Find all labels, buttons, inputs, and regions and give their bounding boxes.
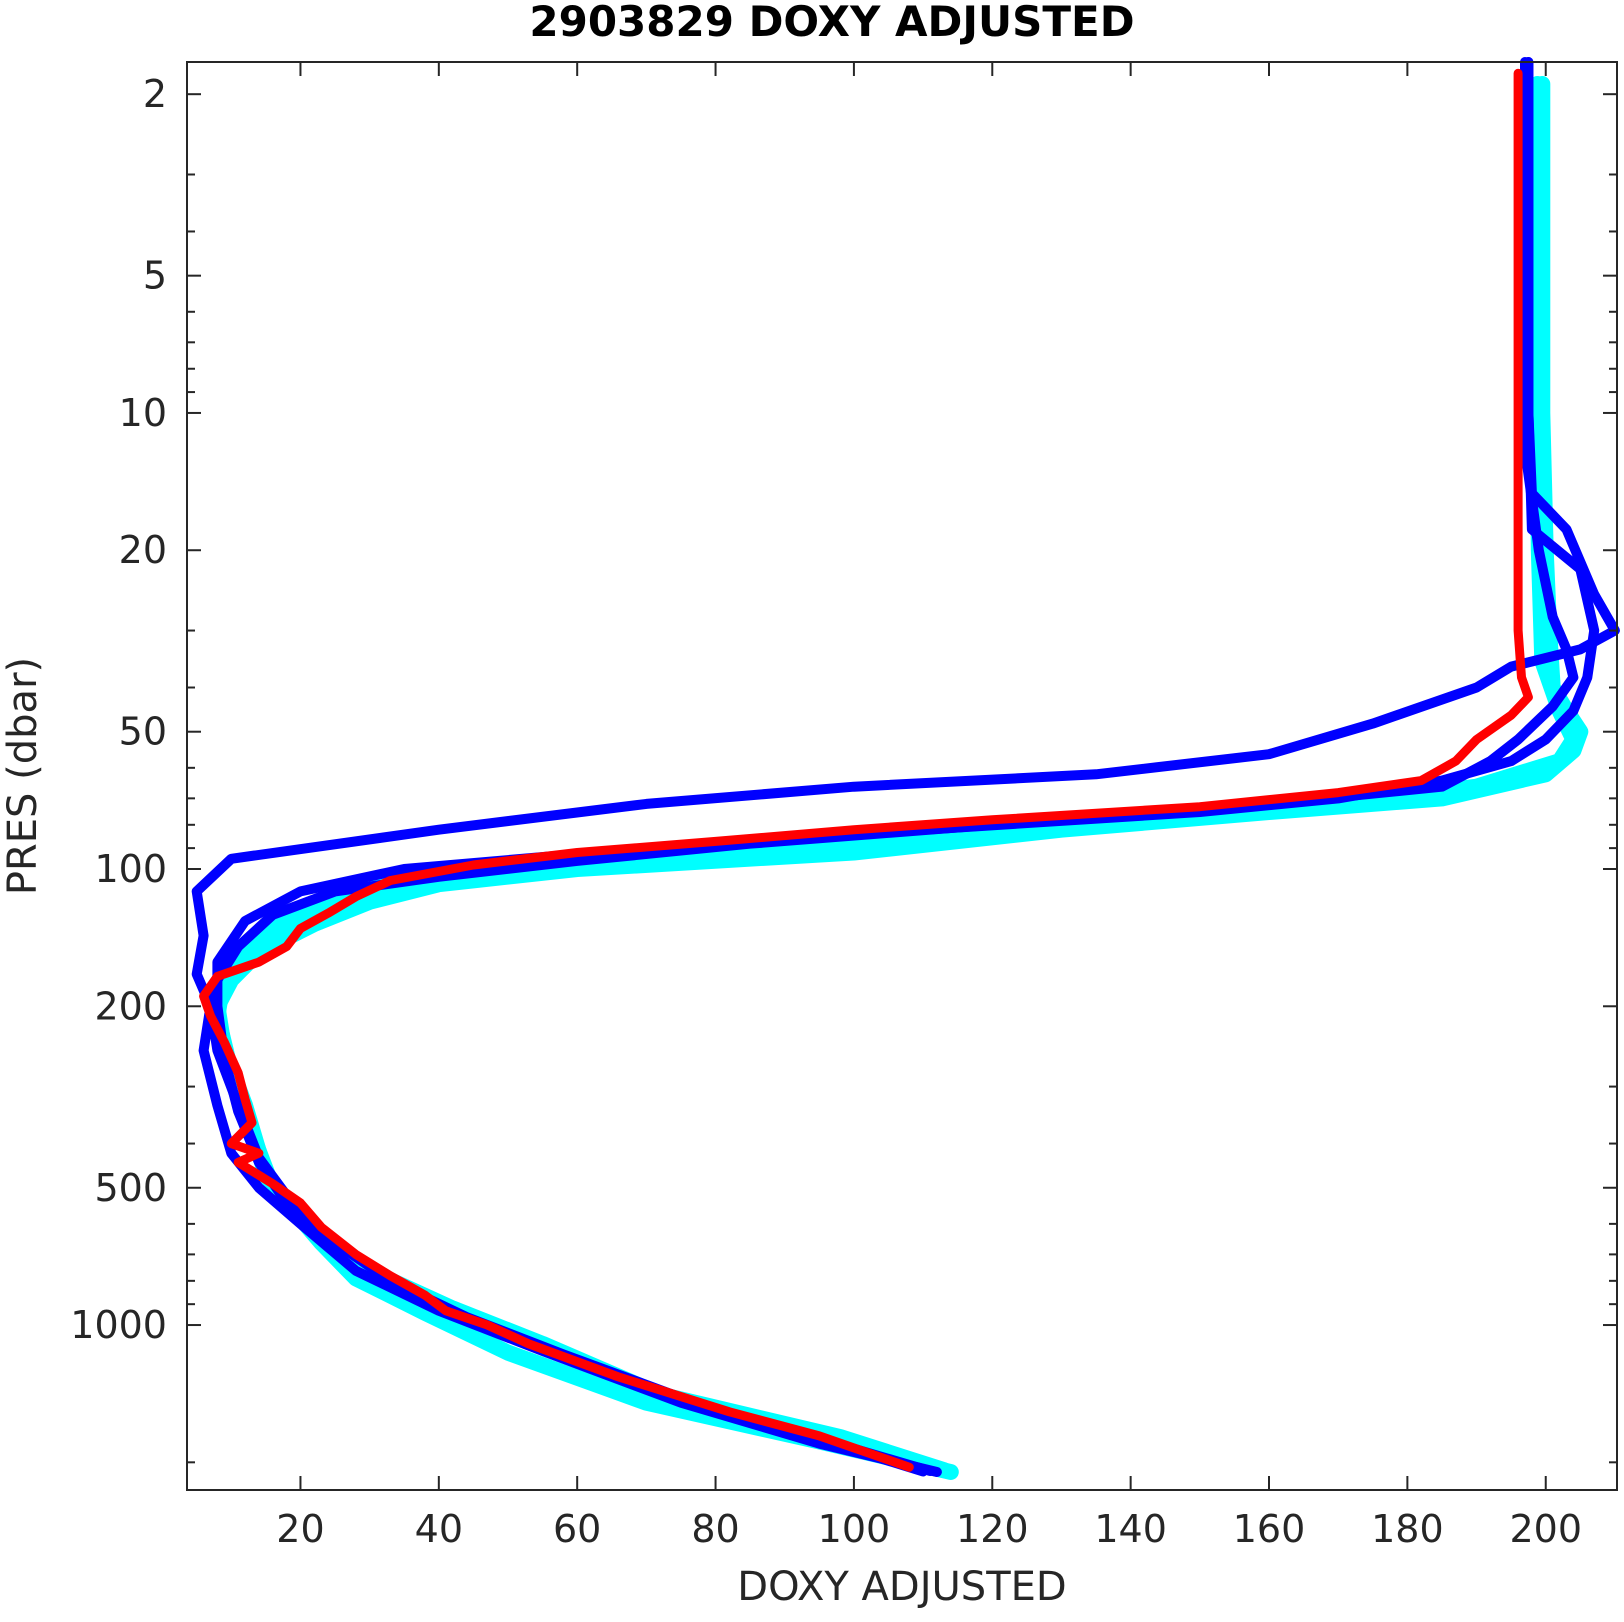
x-tick-label: 100 [818,1507,891,1551]
x-tick-label: 140 [1094,1507,1167,1551]
series-line-4 [212,57,1600,1476]
y-tick-label: 200 [94,984,167,1028]
y-tick-label: 1000 [70,1303,167,1347]
x-axis-label: DOXY ADJUSTED [737,1564,1066,1610]
y-tick-label: 5 [143,254,167,298]
y-tick-label: 10 [119,391,167,435]
y-tick-label: 100 [94,847,167,891]
x-tick-label: 180 [1371,1507,1444,1551]
chart-title: 2903829 DOXY ADJUSTED [529,0,1134,46]
y-axis-label: PRES (dbar) [0,657,46,895]
series-line-5 [205,57,1579,1477]
y-tick-label: 500 [94,1166,167,1210]
series-line-2 [209,76,1582,1479]
ticks-layer: 20 40 60 80 100 120 140 160 180 200 2 5 10 20 50 100 200… [70,62,1617,1551]
y-tick-label: 50 [119,710,167,754]
series-line-3 [191,57,1620,1477]
series-layer [191,57,1620,1480]
x-tick-label: 80 [691,1507,739,1551]
x-tick-label: 40 [415,1507,463,1551]
series-line-6 [199,68,1533,1472]
x-tick-label: 160 [1233,1507,1306,1551]
y-tick-label: 2 [143,72,167,116]
y-tick-label: 20 [119,528,167,572]
plot-frame [186,61,1618,1491]
x-tick-label: 20 [276,1507,324,1551]
x-tick-label: 60 [553,1507,601,1551]
series-line-1 [209,76,1589,1480]
x-tick-label: 120 [956,1507,1029,1551]
x-tick-label: 200 [1509,1507,1582,1551]
